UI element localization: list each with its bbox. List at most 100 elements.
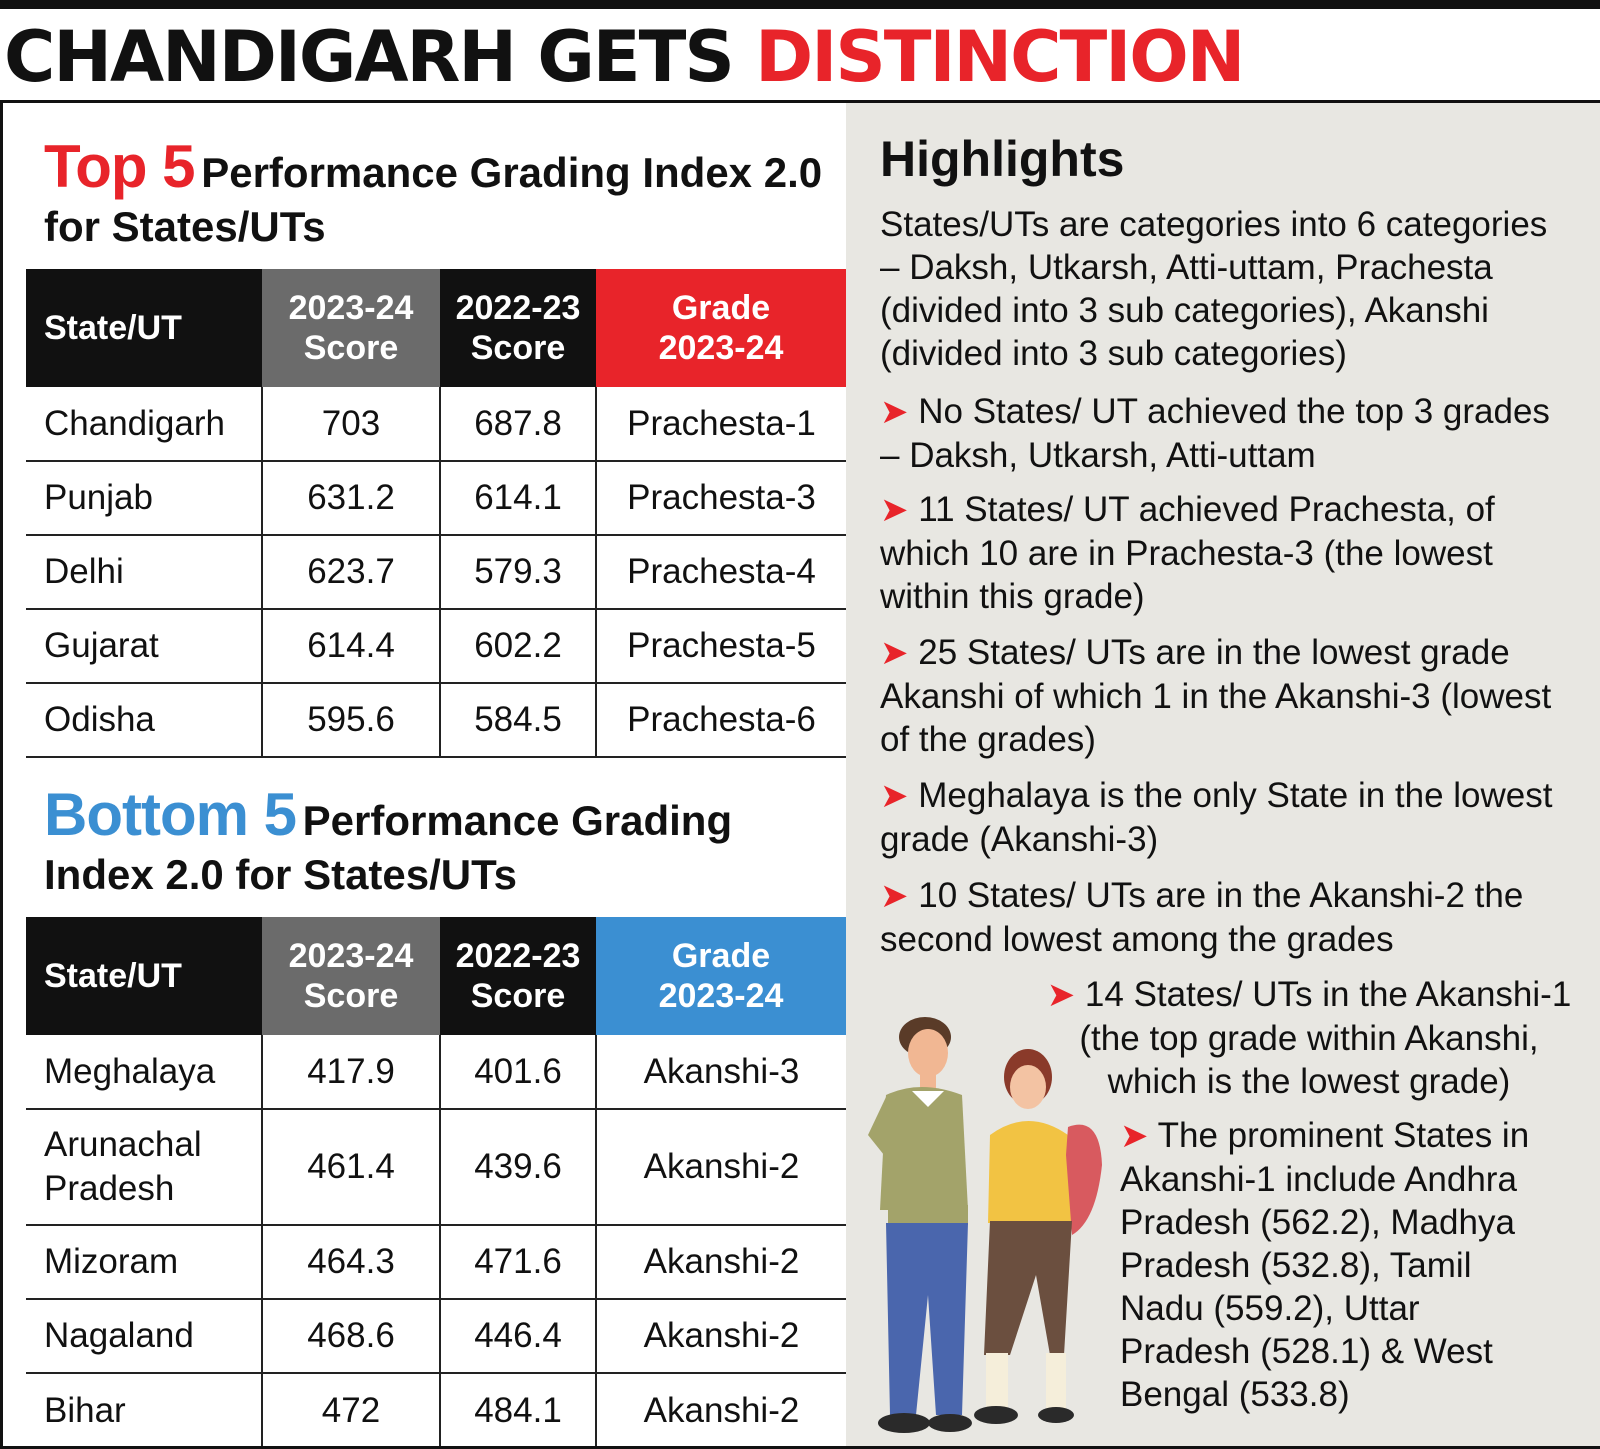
cell-score-2023-24: 595.6 [261, 683, 440, 758]
cell-state: Mizoram [26, 1225, 262, 1300]
cell-grade: Akanshi-2 [595, 1109, 846, 1226]
arrow-icon: ➤ [1120, 1117, 1149, 1155]
bottom5-title-highlight: Bottom 5 [44, 781, 297, 848]
header-grade-line2: 2023-24 [658, 329, 784, 367]
cell-score-2022-23: 687.8 [439, 387, 596, 462]
cell-score-2022-23: 471.6 [439, 1225, 596, 1300]
cell-grade: Akanshi-3 [595, 1035, 846, 1110]
cell-state: Arunachal Pradesh [26, 1109, 262, 1226]
cell-state: Chandigarh [26, 387, 262, 462]
cell-grade: Akanshi-2 [595, 1225, 846, 1300]
header-grade-line2: 2023-24 [658, 977, 784, 1015]
highlight-bullet: ➤ 14 States/ UTs in the Akanshi-1 (the t… [1034, 973, 1584, 1103]
top5-table: State/UT 2023-24 Score 2022-23 Score Grade… [26, 269, 846, 758]
table-row: Nagaland 468.6 446.4 Akanshi-2 [26, 1299, 846, 1374]
headline-part2: DISTINCTION [755, 16, 1245, 98]
cell-score-2023-24: 461.4 [261, 1109, 440, 1226]
header-score-2023-24: 2023-24 Score [262, 917, 440, 1035]
top-rule [0, 0, 1600, 9]
bottom-border [0, 1446, 1600, 1449]
highlights-intro: States/UTs are categories into 6 categor… [880, 205, 1548, 373]
cell-grade: Akanshi-2 [595, 1299, 846, 1374]
bottom5-title-line2: Index 2.0 for States/UTs [44, 851, 518, 898]
header-prev-line2: Score [470, 977, 566, 1015]
cell-grade: Prachesta-3 [595, 461, 846, 536]
arrow-icon: ➤ [880, 393, 909, 431]
table-row: Meghalaya 417.9 401.6 Akanshi-3 [26, 1035, 846, 1110]
header-prev-line1: 2022-23 [455, 937, 581, 975]
arrow-icon: ➤ [1046, 976, 1076, 1014]
highlight-bullet: ➤ The prominent States in Akanshi-1 incl… [1120, 1114, 1540, 1416]
header-grade-line1: Grade [671, 289, 771, 327]
cell-score-2023-24: 472 [261, 1373, 440, 1447]
table-row: Arunachal Pradesh 461.4 439.6 Akanshi-2 [26, 1109, 846, 1226]
highlight-bullet: ➤ Meghalaya is the only State in the low… [880, 774, 1580, 861]
cell-score-2023-24: 631.2 [261, 461, 440, 536]
header-grade: Grade 2023-24 [596, 917, 846, 1035]
highlight-bullet: ➤ No States/ UT achieved the top 3 grade… [880, 390, 1570, 477]
headline-part1: CHANDIGARH GETS [4, 16, 735, 98]
cell-score-2022-23: 614.1 [439, 461, 596, 536]
cell-score-2023-24: 464.3 [261, 1225, 440, 1300]
highlight-text: 25 States/ UTs are in the lowest grade A… [880, 633, 1552, 759]
cell-score-2023-24: 703 [261, 387, 440, 462]
two-students-illustration-icon [868, 1017, 1102, 1433]
left-border [0, 100, 3, 1449]
top5-title-rest: Performance Grading Index 2.0 [201, 149, 823, 196]
top5-title-line2: for States/UTs [44, 203, 326, 250]
highlight-text: 10 States/ UTs are in the Akanshi-2 the … [880, 876, 1524, 959]
cell-score-2022-23: 446.4 [439, 1299, 596, 1374]
top5-title-highlight: Top 5 [44, 133, 196, 200]
highlight-text: 11 States/ UT achieved Prachesta, of whi… [880, 490, 1495, 616]
cell-grade: Prachesta-4 [595, 535, 846, 610]
table-row: Mizoram 464.3 471.6 Akanshi-2 [26, 1225, 846, 1300]
highlight-text: No States/ UT achieved the top 3 grades … [880, 392, 1550, 475]
cell-state: Delhi [26, 535, 262, 610]
highlight-bullet: ➤ 11 States/ UT achieved Prachesta, of w… [880, 488, 1540, 618]
top5-title: Top 5 Performance Grading Index 2.0 for S… [44, 132, 822, 251]
header-prev-line2: Score [470, 329, 566, 367]
cell-score-2023-24: 623.7 [261, 535, 440, 610]
header-cur-line2: Score [303, 977, 399, 1015]
arrow-icon: ➤ [880, 634, 909, 672]
cell-score-2022-23: 484.1 [439, 1373, 596, 1447]
header-state: State/UT [26, 269, 262, 387]
arrow-icon: ➤ [880, 777, 909, 815]
cell-state: Nagaland [26, 1299, 262, 1374]
header-cur-line2: Score [303, 329, 399, 367]
arrow-icon: ➤ [880, 491, 909, 529]
table-row: Bihar 472 484.1 Akanshi-2 [26, 1373, 846, 1447]
cell-score-2023-24: 614.4 [261, 609, 440, 684]
cell-state: Meghalaya [26, 1035, 262, 1110]
top5-header-row: State/UT 2023-24 Score 2022-23 Score Grade… [26, 269, 846, 387]
cell-score-2022-23: 401.6 [439, 1035, 596, 1110]
cell-grade: Prachesta-5 [595, 609, 846, 684]
table-row: Odisha 595.6 584.5 Prachesta-6 [26, 683, 846, 758]
cell-state: Punjab [26, 461, 262, 536]
highlight-text: 14 States/ UTs in the Akanshi-1 (the top… [1079, 975, 1572, 1101]
highlights-title: Highlights [880, 131, 1125, 187]
header-score-2022-23: 2022-23 Score [440, 917, 596, 1035]
cell-score-2023-24: 417.9 [261, 1035, 440, 1110]
header-prev-line1: 2022-23 [455, 289, 581, 327]
cell-score-2022-23: 439.6 [439, 1109, 596, 1226]
header-grade: Grade 2023-24 [596, 269, 846, 387]
cell-grade: Akanshi-2 [595, 1373, 846, 1447]
bottom5-table: State/UT 2023-24 Score 2022-23 Score Grade… [26, 917, 846, 1447]
bottom5-header-row: State/UT 2023-24 Score 2022-23 Score Grade… [26, 917, 846, 1035]
cell-score-2022-23: 584.5 [439, 683, 596, 758]
cell-state: Odisha [26, 683, 262, 758]
header-grade-line1: Grade [671, 937, 771, 975]
cell-grade: Prachesta-6 [595, 683, 846, 758]
header-cur-line1: 2023-24 [288, 937, 414, 975]
cell-score-2023-24: 468.6 [261, 1299, 440, 1374]
arrow-icon: ➤ [880, 877, 909, 915]
table-row: Chandigarh 703 687.8 Prachesta-1 [26, 387, 846, 462]
highlight-text: The prominent States in Akanshi-1 includ… [1120, 1116, 1530, 1414]
table-row: Delhi 623.7 579.3 Prachesta-4 [26, 535, 846, 610]
highlights-panel [846, 103, 1600, 1446]
cell-state: Bihar [44, 1390, 126, 1430]
headline-rule [0, 100, 1600, 103]
highlight-bullet: ➤ 25 States/ UTs are in the lowest grade… [880, 631, 1580, 761]
header-score-2022-23: 2022-23 Score [440, 269, 596, 387]
